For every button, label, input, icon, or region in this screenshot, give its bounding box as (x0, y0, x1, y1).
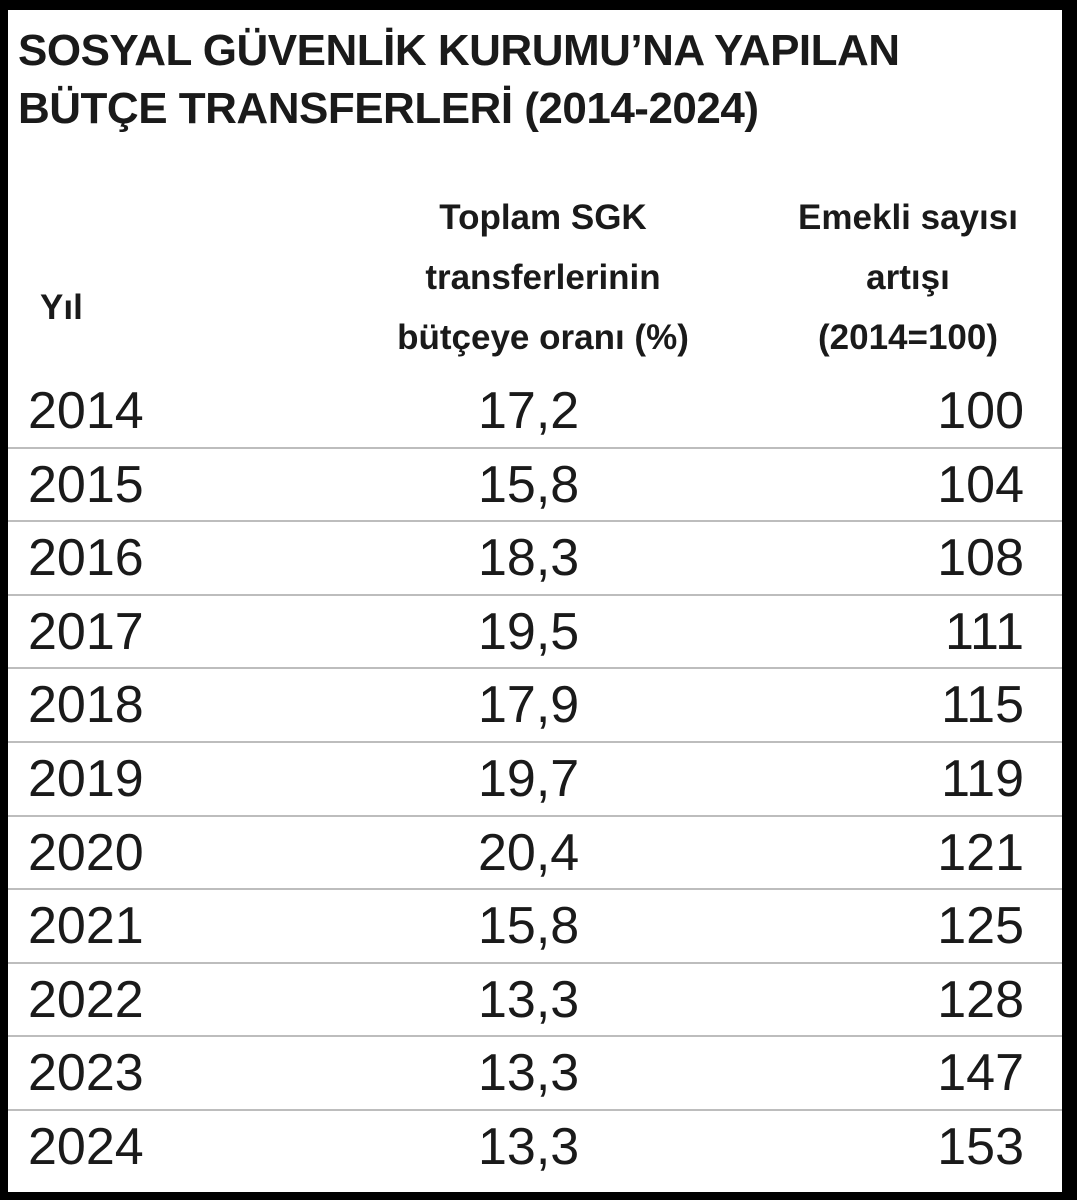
table-row: 2016 18,3 108 (8, 522, 1062, 596)
column-header-line: bütçeye oranı (%) (397, 318, 689, 357)
ratio-cell: 19,7 (478, 749, 580, 808)
ratio-cell: 13,3 (478, 1117, 580, 1176)
pensioners-cell: 108 (937, 529, 1024, 588)
ratio-cell: 17,2 (478, 382, 580, 440)
table-row: 2020 20,4 121 (8, 817, 1062, 891)
pensioners-cell: 153 (937, 1117, 1024, 1176)
year-cell: 2019 (28, 749, 144, 808)
title-line: BÜTÇE TRANSFERLERİ (2014-2024) (18, 84, 759, 133)
column-header-line: artışı (866, 258, 950, 297)
table-row: 2019 19,7 119 (8, 743, 1062, 817)
pensioners-cell: 115 (941, 676, 1024, 735)
year-cell: 2014 (28, 382, 144, 440)
column-header-ratio: Toplam SGK transferlerinin bütçeye oranı… (343, 188, 743, 368)
table-row: 2024 13,3 153 (8, 1111, 1062, 1185)
pensioners-cell: 125 (937, 897, 1024, 956)
year-cell: 2023 (28, 1044, 144, 1103)
year-cell: 2020 (28, 823, 144, 882)
year-cell: 2018 (28, 676, 144, 735)
title-line: SOSYAL GÜVENLİK KURUMU’NA YAPILAN (18, 26, 900, 75)
year-cell: 2024 (28, 1117, 144, 1176)
ratio-cell: 15,8 (478, 897, 580, 956)
pensioners-cell: 111 (944, 602, 1024, 661)
pensioners-cell: 104 (937, 455, 1024, 514)
table-row: 2022 13,3 128 (8, 964, 1062, 1038)
column-header-line: (2014=100) (817, 318, 998, 357)
table-row: 2014 17,2 100 (8, 375, 1062, 449)
table-title: SOSYAL GÜVENLİK KURUMU’NA YAPILAN BÜTÇE … (18, 22, 900, 138)
year-cell: 2015 (28, 455, 144, 514)
column-header-year: Yıl (40, 278, 83, 338)
pensioners-cell: 121 (937, 823, 1024, 882)
ratio-cell: 18,3 (478, 529, 580, 588)
ratio-cell: 13,3 (478, 1044, 580, 1103)
year-cell: 2016 (28, 529, 144, 588)
table-row: 2015 15,8 104 (8, 449, 1062, 523)
year-cell: 2022 (28, 970, 144, 1029)
table-row: 2023 13,3 147 (8, 1037, 1062, 1111)
table-row: 2017 19,5 111 (8, 596, 1062, 670)
ratio-cell: 20,4 (478, 823, 580, 882)
column-header-line: transferlerinin (425, 258, 661, 297)
table-row: 2021 15,8 125 (8, 890, 1062, 964)
table-row: 2018 17,9 115 (8, 669, 1062, 743)
ratio-cell: 15,8 (478, 455, 580, 514)
column-header-line: Emekli sayısı (798, 198, 1018, 237)
column-header-line: Yıl (40, 288, 83, 327)
ratio-cell: 19,5 (478, 602, 580, 661)
year-cell: 2021 (28, 897, 144, 956)
column-header-pensioners: Emekli sayısı artışı (2014=100) (758, 188, 1058, 368)
year-cell: 2017 (28, 602, 144, 661)
table-body: 2014 17,2 100 2015 15,8 104 2016 18,3 108 2017 19,… (8, 375, 1062, 1185)
ratio-cell: 13,3 (478, 970, 580, 1029)
pensioners-cell: 128 (937, 970, 1024, 1029)
pensioners-cell: 100 (937, 382, 1024, 440)
ratio-cell: 17,9 (478, 676, 580, 735)
pensioners-cell: 119 (941, 749, 1024, 808)
table-card: SOSYAL GÜVENLİK KURUMU’NA YAPILAN BÜTÇE … (8, 10, 1062, 1192)
column-header-line: Toplam SGK (439, 198, 647, 237)
pensioners-cell: 147 (937, 1044, 1024, 1103)
